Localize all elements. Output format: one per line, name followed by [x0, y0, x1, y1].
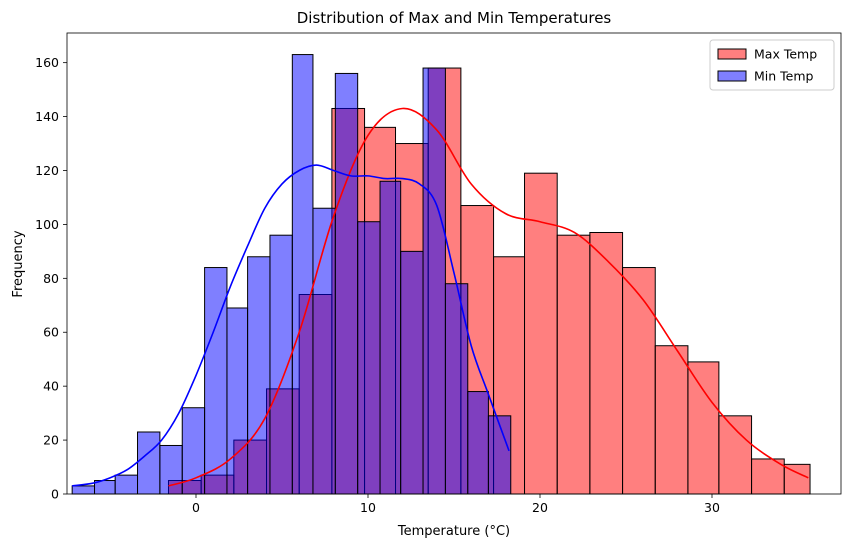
min-temp-bar	[204, 267, 228, 495]
y-tick-label: 40	[43, 379, 59, 394]
legend: Max Temp Min Temp	[709, 39, 835, 91]
min-temp-bar	[467, 391, 489, 495]
x-tick-label: 20	[532, 500, 548, 515]
max-temp-bar	[622, 267, 656, 495]
chart-title: Distribution of Max and Min Temperatures	[297, 9, 612, 27]
max-temp-legend-swatch	[717, 48, 747, 60]
min-temp-bar	[422, 67, 446, 495]
max-temp-bar	[556, 234, 591, 495]
y-axis: 0 20 40 60 80 100 120 140 160	[35, 55, 67, 502]
max-temp-bar	[654, 345, 689, 495]
min-temp-bar	[291, 54, 314, 495]
min-temp-bar	[114, 474, 139, 495]
min-temp-bar	[247, 256, 271, 495]
max-temp-bar	[687, 361, 720, 495]
min-temp-bar	[269, 234, 293, 495]
min-temp-kde-line	[72, 164, 510, 487]
max-temp-bar	[589, 231, 624, 495]
min-temp-legend-swatch	[717, 70, 747, 82]
max-temp-bar	[751, 458, 785, 495]
min-temp-bar	[379, 180, 402, 495]
y-tick-label: 60	[43, 325, 59, 340]
min-temp-bar	[312, 207, 336, 495]
min-temp-bar	[487, 415, 512, 495]
y-tick-label: 20	[43, 433, 59, 448]
x-tick-label: 0	[192, 500, 200, 515]
min-temp-bars	[71, 54, 512, 495]
max-temp-bar	[524, 172, 558, 495]
y-tick-label: 140	[35, 109, 59, 124]
y-axis-label: Frequency	[11, 230, 26, 297]
max-temp-bar	[718, 415, 753, 495]
x-tick-label: 10	[360, 500, 376, 515]
min-temp-bar	[334, 72, 359, 495]
y-tick-label: 80	[43, 271, 59, 286]
x-axis-label: Temperature (°C)	[397, 524, 510, 539]
y-tick-label: 100	[35, 217, 59, 232]
x-axis: 0 10 20 30	[192, 494, 720, 515]
plot-area	[71, 54, 811, 495]
x-tick-label: 30	[704, 500, 720, 515]
max-temp-kde-line	[168, 107, 809, 487]
min-temp-bar	[159, 444, 183, 495]
min-temp-bar	[226, 307, 249, 495]
min-temp-bar	[137, 431, 161, 495]
min-temp-bar	[71, 485, 96, 495]
min-temp-bar	[357, 221, 381, 495]
y-tick-label: 0	[51, 487, 59, 502]
max-temp-legend-label: Max Temp	[754, 47, 817, 62]
min-temp-legend-label: Min Temp	[754, 69, 814, 84]
y-tick-label: 120	[35, 163, 59, 178]
axes-frame	[66, 32, 842, 495]
min-temp-bar	[400, 250, 424, 495]
y-tick-label: 160	[35, 55, 59, 70]
